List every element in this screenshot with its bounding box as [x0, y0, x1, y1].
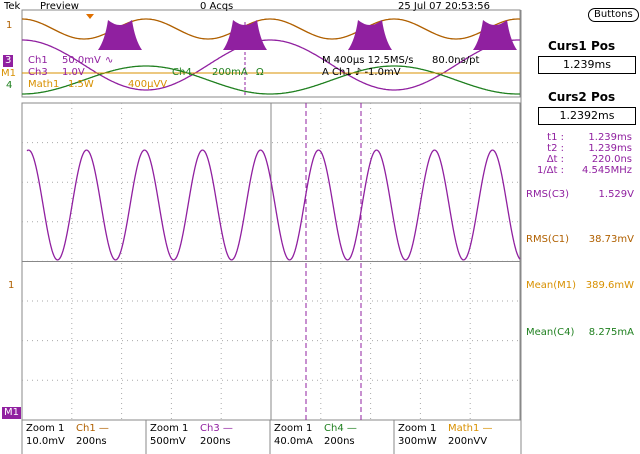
overview-burst	[348, 20, 392, 50]
measure-value: 38.73mV	[588, 234, 634, 245]
overview-ch4	[22, 65, 520, 95]
readout-value: 220.0ns	[591, 154, 632, 165]
math-extra: 400μVV	[128, 79, 168, 90]
measure-label: RMS(C3)	[526, 189, 570, 200]
scale: 300mW	[398, 436, 437, 447]
timescale: 200ns	[200, 436, 231, 447]
ch1-scale: 50.0mV	[62, 55, 101, 66]
readout-value: 1.239ms	[588, 132, 632, 143]
marker: M1	[1, 68, 16, 79]
curs1-title: Curs1 Pos	[548, 39, 616, 53]
ch4-term: Ω	[256, 67, 264, 78]
datetime: 25 Jul 07 20:53:56	[398, 1, 490, 12]
marker: M1	[2, 407, 21, 419]
ch3-label: Ch3	[28, 67, 48, 78]
measure-label: Mean(M1)	[526, 280, 577, 291]
ch4-label: Ch4	[172, 67, 192, 78]
mode: Preview	[40, 1, 79, 12]
ch3-scale: 1.0V	[62, 67, 85, 78]
math-scale: 1.5W	[68, 79, 94, 90]
overview-burst	[473, 20, 517, 50]
zoom-label: Zoom 1	[26, 423, 65, 434]
readout-value: 4.545MHz	[581, 165, 632, 176]
marker: 1	[8, 280, 15, 291]
measure-value: 389.6mW	[585, 280, 634, 291]
zoom-label: Zoom 1	[274, 423, 313, 434]
overview-math	[22, 39, 520, 91]
brand: Tek	[4, 1, 21, 12]
readout-label: 1/Δt :	[536, 165, 564, 176]
marker: 3	[3, 55, 14, 67]
acqs: 0 Acqs	[200, 1, 234, 12]
scale: 10.0mV	[26, 436, 65, 447]
trigger-marker	[86, 14, 94, 19]
channel-label: Ch3 —	[200, 423, 233, 434]
readout-value: 1.239ms	[588, 143, 632, 154]
scale: 40.0mA	[274, 436, 313, 447]
readout-label: t1 :	[547, 132, 564, 143]
curs2-value[interactable]: 1.2392ms	[538, 107, 636, 125]
marker: 4	[6, 80, 13, 91]
overview-frame	[21, 9, 521, 98]
buttons-button[interactable]: Buttons	[588, 8, 639, 22]
measure-value: 8.275mA	[588, 327, 634, 338]
overview-burst	[98, 20, 142, 50]
zoom-label: Zoom 1	[398, 423, 437, 434]
timebase: M 400μs 12.5MS/s	[322, 55, 414, 66]
zoom-label: Zoom 1	[150, 423, 189, 434]
curs2-title: Curs2 Pos	[548, 90, 616, 104]
readout-label: t2 :	[547, 143, 564, 154]
measure-label: Mean(C4)	[526, 327, 575, 338]
channel-label: Ch4 —	[324, 423, 357, 434]
readout-label: Δt :	[546, 154, 564, 165]
math-label: Math1	[28, 79, 60, 90]
zoom-trace	[26, 149, 521, 261]
timescale: 200ns	[76, 436, 107, 447]
channel-label: Ch1 —	[76, 423, 109, 434]
resolution: 80.0ns/pt	[432, 55, 480, 66]
overview-ch1	[22, 18, 521, 40]
measure-label: RMS(C1)	[526, 234, 570, 245]
curs1-value[interactable]: 1.239ms	[538, 56, 636, 74]
measure-value: 1.529V	[598, 189, 634, 200]
ch1-label: Ch1	[28, 55, 48, 66]
ch1-coupling: ∿	[105, 55, 114, 66]
scale: 500mV	[150, 436, 186, 447]
channel-label: Math1 —	[448, 423, 493, 434]
marker: 1	[6, 20, 13, 31]
timescale: 200ns	[324, 436, 355, 447]
ch4-scale: 200mA	[212, 67, 248, 78]
timescale: 200nVV	[448, 436, 488, 447]
panel-bg	[521, 0, 640, 454]
trigger: A Ch1 ♪ -1.0mV	[322, 67, 401, 78]
